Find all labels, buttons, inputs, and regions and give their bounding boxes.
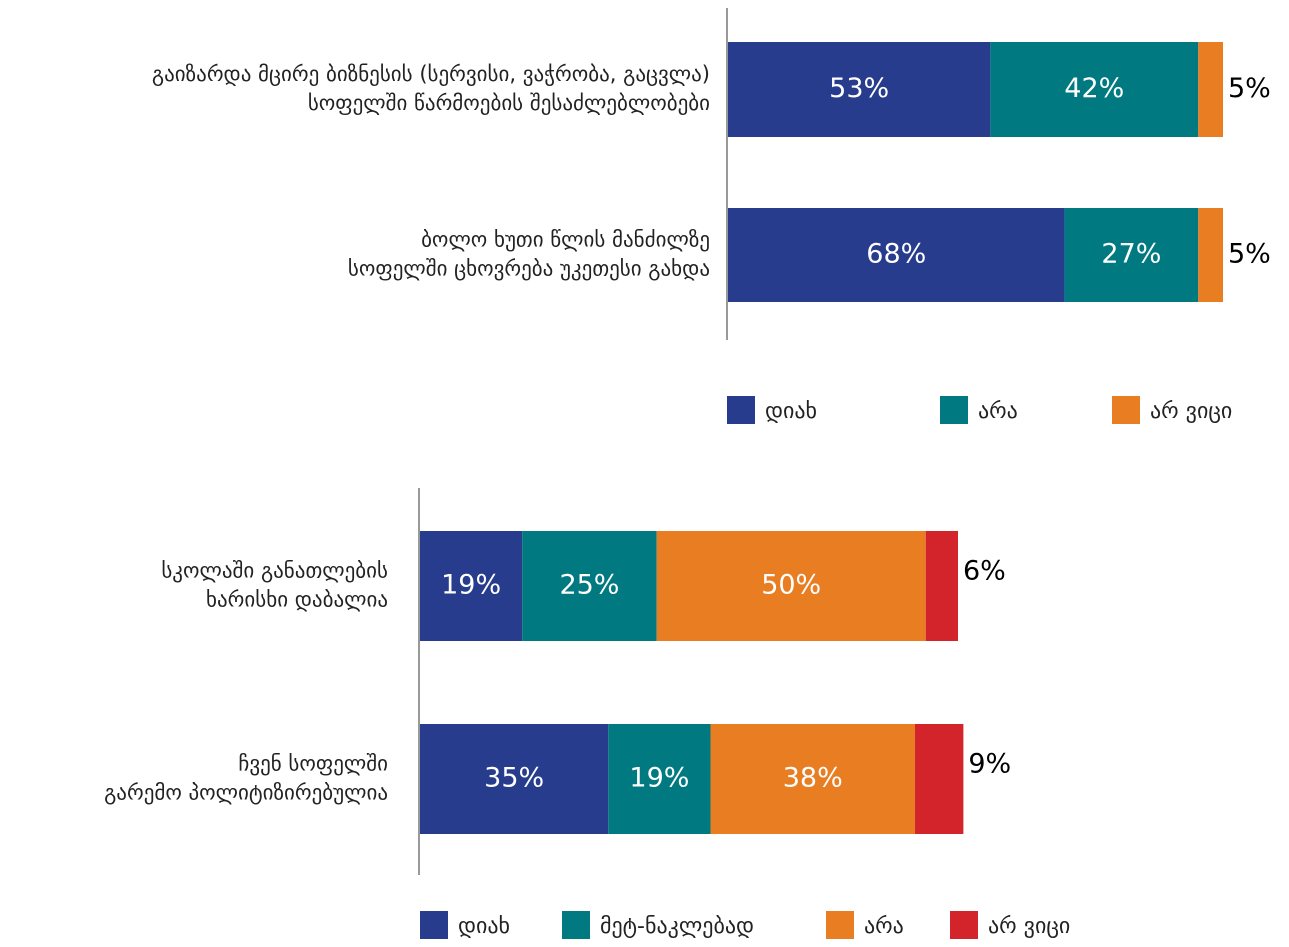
data-label: 9% — [968, 749, 1011, 780]
category-label: სკოლაში განათლების ხარისხი დაბალია — [161, 559, 388, 612]
category-line: გარემო პოლიტიზირებულია — [104, 781, 388, 805]
legend-swatch — [950, 911, 978, 939]
data-label: 5% — [1228, 73, 1271, 104]
legend-label: არ ვიცი — [988, 914, 1070, 939]
legend-swatch — [1112, 396, 1140, 424]
category-line: სოფელში ცხოვრება უკეთესი გახდა — [348, 257, 710, 281]
data-label: 38% — [783, 763, 843, 794]
legend-label: დიახ — [765, 399, 817, 424]
data-label: 6% — [963, 556, 1006, 587]
category-line: ბოლო ხუთი წლის მანძილზე — [421, 228, 710, 252]
data-label: 19% — [629, 763, 689, 794]
bar-segment — [656, 531, 926, 641]
legend-label: არა — [978, 399, 1018, 424]
bar-segment — [420, 531, 523, 641]
data-label: 35% — [484, 763, 544, 794]
data-label: 19% — [441, 570, 501, 601]
category-line: გაიზარდა მცირე ბიზნესის (სერვისი, ვაჭრობ… — [152, 62, 710, 86]
category-label: გაიზარდა მცირე ბიზნესის (სერვისი, ვაჭრობ… — [152, 62, 710, 115]
legend-label: დიახ — [458, 914, 510, 939]
legend-swatch — [826, 911, 854, 939]
bar-segment — [1198, 42, 1223, 137]
bar-segment — [1064, 208, 1199, 302]
legend-swatch — [562, 911, 590, 939]
bar-segment — [420, 724, 609, 834]
data-label: 5% — [1228, 239, 1271, 270]
data-label: 27% — [1101, 239, 1161, 270]
category-line: სკოლაში განათლების — [161, 559, 388, 583]
bar-segment — [914, 724, 964, 834]
data-label: 68% — [866, 239, 926, 270]
data-label: 25% — [559, 570, 619, 601]
data-label: 42% — [1064, 73, 1124, 104]
legend-swatch — [727, 396, 755, 424]
bar-segment — [1198, 208, 1223, 302]
category-line: ხარისხი დაბალია — [206, 588, 388, 612]
category-line: სოფელში წარმოების შესაძლებლობები — [308, 91, 710, 115]
category-line: ჩვენ სოფელში — [238, 752, 388, 776]
bar-segment — [710, 724, 915, 834]
bar-segment — [522, 531, 657, 641]
legend-swatch — [940, 396, 968, 424]
legend-label: მეტ-ნაკლებად — [600, 914, 754, 939]
bar-segment — [608, 724, 711, 834]
category-label: ჩვენ სოფელში გარემო პოლიტიზირებულია — [104, 752, 388, 805]
category-label: ბოლო ხუთი წლის მანძილზე სოფელში ცხოვრება … — [348, 228, 710, 281]
legend-label: არა — [864, 914, 904, 939]
bar-segment — [728, 208, 1065, 302]
data-label: 53% — [829, 73, 889, 104]
legend-label: არ ვიცი — [1150, 399, 1232, 424]
legend-swatch — [420, 911, 448, 939]
data-label: 50% — [761, 570, 821, 601]
bar-segment — [728, 42, 991, 137]
bar-segment — [925, 531, 958, 641]
bar-segment — [990, 42, 1199, 137]
